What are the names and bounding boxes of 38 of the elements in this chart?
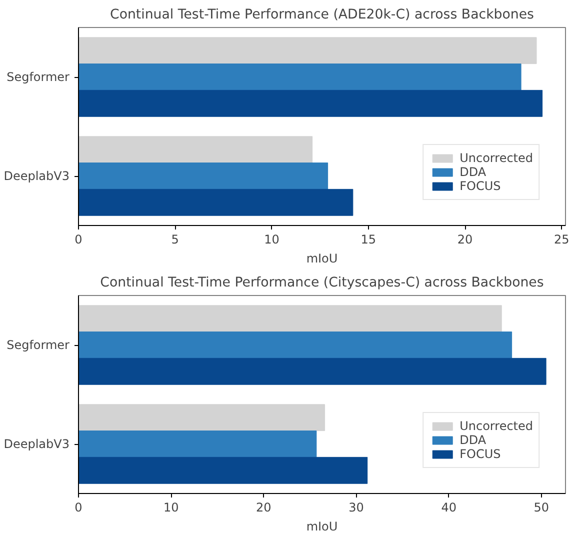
x-tick-label: 20	[256, 500, 272, 514]
x-tick-label: 15	[360, 232, 376, 246]
x-tick-label: 40	[441, 500, 456, 514]
legend-label: DDA	[460, 165, 486, 179]
x-tick-label: 10	[163, 500, 179, 514]
bar	[78, 37, 537, 64]
bar	[78, 90, 543, 117]
legend-label: Uncorrected	[460, 151, 533, 165]
bar	[78, 456, 368, 484]
bar	[78, 404, 326, 432]
x-tick-label: 25	[554, 232, 570, 246]
bar	[78, 305, 502, 332]
y-tick-label: DeeplabV3	[4, 169, 70, 183]
y-tick-label: Segformer	[6, 70, 70, 84]
x-tick-label: 30	[348, 500, 364, 514]
x-tick-label: 5	[171, 232, 179, 246]
x-tick-label: 50	[534, 500, 550, 514]
legend-label: FOCUS	[460, 179, 501, 193]
x-axis-title: mIoU	[306, 252, 338, 266]
x-tick-label: 0	[74, 500, 82, 514]
x-axis-title: mIoU	[306, 520, 338, 534]
bar	[78, 162, 328, 190]
bar	[78, 332, 512, 358]
legend-label: DDA	[460, 433, 486, 447]
legend-label: Uncorrected	[460, 419, 533, 433]
bar	[78, 430, 317, 458]
chart-title: Continual Test-Time Performance (Cityscapes-C) across Backbones	[100, 276, 544, 290]
bar	[78, 136, 313, 164]
bar	[78, 188, 354, 216]
chart-title: Continual Test-Time Performance (ADE20k-C) across Backbones	[110, 8, 534, 22]
y-tick-label: Segformer	[6, 338, 70, 352]
x-tick-label: 10	[264, 232, 280, 246]
y-tick-label: DeeplabV3	[4, 437, 70, 451]
bar	[78, 64, 522, 90]
x-tick-label: 0	[74, 232, 82, 246]
x-tick-label: 20	[457, 232, 473, 246]
legend-label: FOCUS	[460, 447, 501, 461]
bar	[78, 358, 546, 385]
